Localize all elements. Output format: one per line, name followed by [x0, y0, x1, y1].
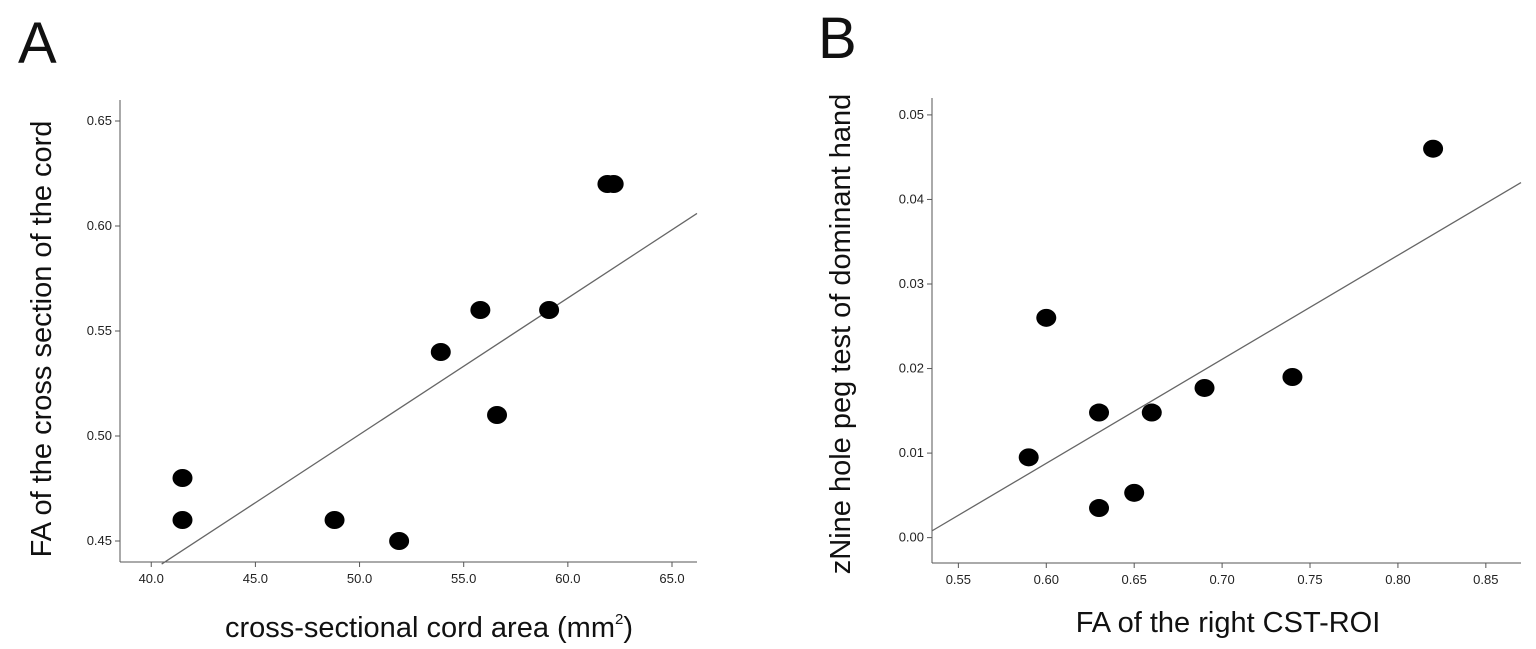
panel-b: B zNine hole peg test of dominant hand F… [818, 6, 1522, 639]
y-tick-label-a: 0.65 [87, 113, 112, 128]
data-point-a [430, 343, 451, 361]
panel-letter-a: A [18, 11, 57, 76]
x-tick-label-b: 0.65 [1122, 572, 1147, 587]
data-point-b [1124, 483, 1145, 502]
y-tick-label-b: 0.01 [899, 445, 924, 460]
y-tick-label-a: 0.55 [87, 323, 112, 338]
data-point-b [1018, 448, 1039, 467]
x-tick-label-a: 50.0 [347, 571, 372, 586]
x-tick-label-b: 0.60 [1034, 572, 1059, 587]
y-tick-label-b: 0.02 [899, 361, 924, 376]
y-tick-label-b: 0.04 [899, 191, 924, 206]
x-tick-label-b: 0.55 [946, 572, 971, 587]
plot-area-a: 0.45 0.50 0.55 0.60 0.65 40.0 45.0 50.0 55.0 60.0… [87, 100, 698, 586]
data-point-a [470, 301, 491, 319]
x-axis-title-a: cross-sectional cord area (mm2) [225, 611, 633, 644]
x-tick-label-b: 0.75 [1297, 572, 1322, 587]
y-axis-title-b: zNine hole peg test of dominant hand [825, 94, 857, 574]
x-tick-label-b: 0.70 [1209, 572, 1234, 587]
data-point-b [1141, 403, 1162, 422]
x-tick-label-a: 55.0 [451, 571, 476, 586]
y-tick-label-b: 0.03 [899, 276, 924, 291]
y-tick-label-b: 0.00 [899, 530, 924, 545]
y-tick-label-b: 0.05 [899, 107, 924, 122]
panel-letter-b: B [818, 6, 857, 71]
data-point-a [389, 532, 410, 550]
panel-a: A FA of the cross section of the cord cr… [18, 11, 698, 644]
y-tick-label-a: 0.50 [87, 428, 112, 443]
data-point-a [539, 301, 560, 319]
data-point-b [1194, 378, 1215, 397]
x-tick-label-b: 0.80 [1385, 572, 1410, 587]
data-point-b [1282, 368, 1303, 386]
data-point-a [172, 511, 193, 529]
data-point-b [1089, 403, 1110, 422]
y-tick-label-a: 0.45 [87, 533, 112, 548]
x-tick-label-a: 60.0 [555, 571, 580, 586]
data-point-b [1089, 499, 1110, 518]
y-tick-label-a: 0.60 [87, 218, 112, 233]
data-point-a [324, 511, 345, 529]
x-axis-title-a-main: cross-sectional cord area (mm [225, 612, 615, 644]
x-axis-title-b: FA of the right CST-ROI [1076, 607, 1381, 639]
x-tick-label-b: 0.85 [1473, 572, 1498, 587]
x-axis-title-a-superscript: 2 [615, 611, 623, 628]
plot-area-b: 0.00 0.01 0.02 0.03 0.04 0.05 0.55 0.60 0.65 0.70… [899, 98, 1522, 587]
data-point-b [1036, 308, 1057, 327]
regression-line-b [931, 181, 1522, 532]
x-tick-label-a: 45.0 [243, 571, 268, 586]
x-tick-label-a: 65.0 [659, 571, 684, 586]
data-point-a [487, 406, 508, 424]
regression-line-a [161, 212, 698, 565]
data-point-a [603, 175, 624, 193]
x-tick-label-a: 40.0 [139, 571, 164, 586]
x-axis-title-a-suffix: ) [623, 612, 633, 644]
data-point-b [1423, 139, 1444, 158]
data-point-a [172, 469, 193, 487]
y-axis-title-a: FA of the cross section of the cord [26, 121, 58, 558]
